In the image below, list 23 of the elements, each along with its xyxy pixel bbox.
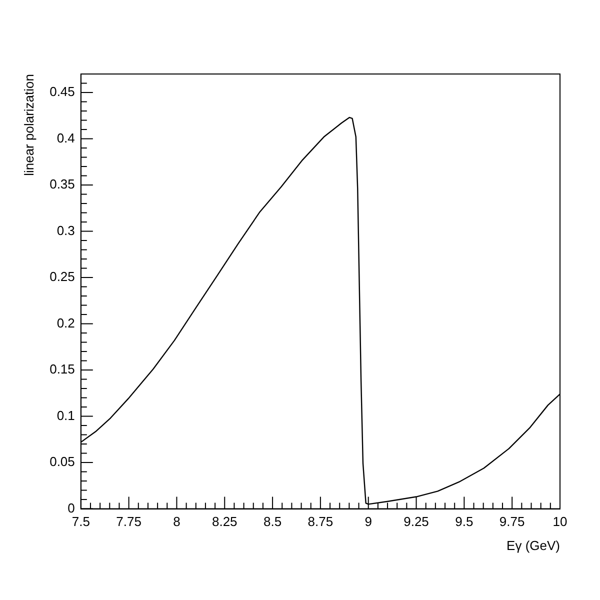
y-tick-label: 0.3 — [56, 222, 75, 238]
y-tick-label: 0.05 — [50, 454, 75, 470]
x-tick-label: 7.5 — [72, 514, 90, 530]
y-tick-label: 0 — [68, 500, 75, 516]
x-tick-label: 8 — [173, 514, 180, 530]
y-tick-label: 0.45 — [50, 84, 75, 100]
y-tick-label: 0.35 — [50, 176, 75, 192]
y-axis-title: linear polarization — [21, 74, 36, 176]
x-tick-label: 9.75 — [499, 514, 525, 530]
y-tick-label: 0.2 — [56, 315, 75, 330]
x-tick-label: 8.25 — [212, 514, 238, 530]
y-tick-label: 0.4 — [56, 130, 75, 146]
x-axis-title: Eγ (GeV) — [506, 538, 560, 553]
x-tick-label: 9.5 — [455, 514, 474, 530]
x-tick-label: 7.75 — [116, 514, 142, 530]
y-tick-label: 0.1 — [56, 408, 75, 423]
x-tick-label: 8.75 — [308, 514, 334, 530]
y-tick-label: 0.25 — [50, 269, 75, 284]
x-tick-label: 9.25 — [404, 514, 429, 530]
x-tick-label: 10 — [552, 514, 568, 530]
x-tick-label: 8.5 — [264, 514, 282, 530]
y-tick-label: 0.15 — [50, 362, 75, 377]
x-tick-label: 9 — [364, 514, 372, 530]
